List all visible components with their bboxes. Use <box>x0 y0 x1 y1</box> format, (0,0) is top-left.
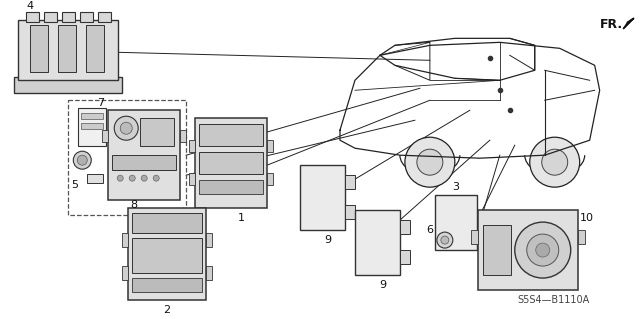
Bar <box>128 208 206 300</box>
Bar <box>189 173 195 185</box>
Circle shape <box>129 175 135 181</box>
Bar <box>44 12 58 22</box>
Bar <box>199 124 263 146</box>
Circle shape <box>115 116 138 140</box>
Bar <box>140 118 174 146</box>
Bar <box>578 230 585 244</box>
Text: 10: 10 <box>580 213 594 223</box>
Circle shape <box>117 175 124 181</box>
Circle shape <box>441 236 449 244</box>
Circle shape <box>530 137 580 187</box>
Bar <box>86 25 104 72</box>
Bar <box>122 266 128 280</box>
Bar <box>87 174 103 183</box>
Circle shape <box>77 155 87 165</box>
Bar <box>132 213 202 233</box>
Bar <box>189 140 195 152</box>
Bar <box>345 175 355 189</box>
Text: 1: 1 <box>237 213 244 223</box>
Text: 3: 3 <box>452 182 460 192</box>
Bar <box>355 210 400 275</box>
Circle shape <box>437 232 453 248</box>
Text: FR.: FR. <box>600 19 623 31</box>
Bar <box>478 210 578 290</box>
Bar <box>195 118 267 208</box>
Circle shape <box>515 222 571 278</box>
Bar <box>400 250 410 264</box>
Text: 5: 5 <box>71 180 78 190</box>
Bar <box>471 230 478 244</box>
Bar <box>435 195 477 250</box>
Bar <box>483 225 511 275</box>
Circle shape <box>562 215 568 221</box>
Bar <box>78 108 106 146</box>
Bar <box>81 113 103 119</box>
Bar <box>267 173 273 185</box>
Bar <box>132 278 202 292</box>
Circle shape <box>74 151 92 169</box>
Bar <box>99 12 111 22</box>
Text: 9: 9 <box>324 235 331 245</box>
Polygon shape <box>623 19 634 28</box>
Text: 8: 8 <box>131 200 138 210</box>
Bar <box>206 233 212 247</box>
Text: 2: 2 <box>164 305 171 315</box>
Bar <box>14 77 122 93</box>
Bar <box>81 123 103 129</box>
Bar <box>132 238 202 273</box>
Bar <box>345 205 355 219</box>
Bar <box>267 140 273 152</box>
Circle shape <box>120 122 132 134</box>
Bar <box>19 20 118 80</box>
Circle shape <box>559 212 571 224</box>
Bar <box>300 165 345 230</box>
Bar <box>122 233 128 247</box>
Bar <box>180 130 186 142</box>
Text: 7: 7 <box>97 98 104 108</box>
Circle shape <box>417 149 443 175</box>
Circle shape <box>405 137 455 187</box>
Circle shape <box>527 234 559 266</box>
Text: 4: 4 <box>27 1 34 11</box>
Bar <box>58 25 76 72</box>
Text: 9: 9 <box>379 280 386 290</box>
Circle shape <box>541 149 568 175</box>
Bar <box>112 155 176 170</box>
Bar <box>199 180 263 194</box>
Bar <box>206 266 212 280</box>
Circle shape <box>153 175 159 181</box>
Bar <box>108 110 180 200</box>
Bar <box>102 130 108 142</box>
Text: S5S4—B1110A: S5S4—B1110A <box>517 295 589 305</box>
Bar <box>26 12 39 22</box>
Bar <box>400 220 410 234</box>
Bar <box>62 12 76 22</box>
Bar <box>30 25 49 72</box>
Bar <box>199 152 263 174</box>
Text: 6: 6 <box>426 225 433 235</box>
Circle shape <box>141 175 147 181</box>
Circle shape <box>536 243 550 257</box>
Bar <box>80 12 93 22</box>
Bar <box>68 100 186 215</box>
